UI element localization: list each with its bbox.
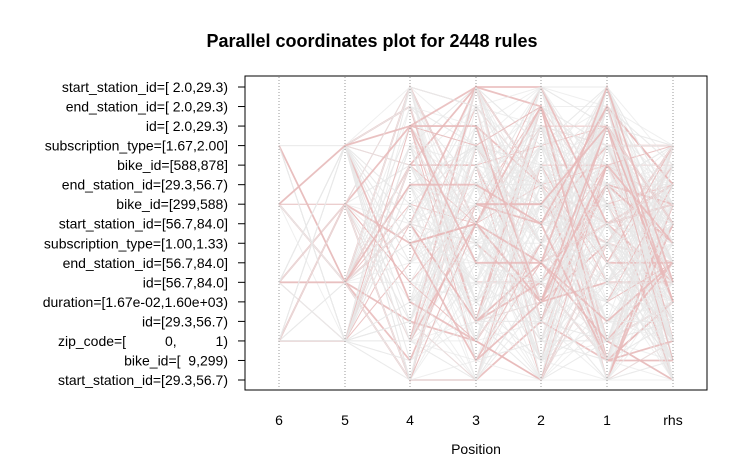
x-tick-label: rhs [663, 412, 682, 428]
y-tick-label: start_station_id=[ 2.0,29.3) [62, 79, 228, 95]
y-tick-label: id=[29.3,56.7) [142, 313, 228, 329]
y-tick-label: end_station_id=[29.3,56.7) [62, 177, 228, 193]
chart-title: Parallel coordinates plot for 2448 rules [206, 31, 537, 51]
rule-line [606, 145, 674, 186]
rule-line [606, 106, 674, 342]
x-tick-label: 3 [472, 412, 480, 428]
y-tick-label: duration=[1.67e-02,1.60e+03) [43, 294, 228, 310]
y-tick-label: bike_id=[ 9,299) [124, 352, 228, 368]
y-tick-label: start_station_id=[56.7,84.0] [59, 216, 228, 232]
y-tick-label: bike_id=[299,588) [116, 196, 228, 212]
rule-line [344, 106, 674, 382]
rule-line [606, 125, 674, 147]
x-tick-label: 1 [603, 412, 611, 428]
rule-line [344, 125, 674, 305]
x-axis-label: Position [451, 441, 501, 457]
rule-line [475, 281, 674, 381]
x-tick-label: 2 [537, 412, 545, 428]
rule-line [344, 145, 674, 381]
rule-line [540, 125, 674, 342]
x-axis: 6 5 4 3 2 1 rhs [275, 412, 683, 428]
rule-line [409, 164, 674, 342]
rule-line [475, 223, 674, 381]
y-tick-label: end_station_id=[ 2.0,29.3) [66, 99, 228, 115]
rule-line [540, 223, 674, 361]
rule-lines [278, 84, 674, 383]
x-tick-label: 5 [341, 412, 349, 428]
grid-lines [278, 77, 674, 389]
x-tick-label: 6 [275, 412, 283, 428]
y-tick-label: id=[ 2.0,29.3) [146, 118, 228, 134]
y-tick-label: subscription_type=[1.00,1.33) [44, 235, 228, 251]
y-tick-label: end_station_id=[56.7,84.0] [63, 255, 228, 271]
y-tick-label: start_station_id=[29.3,56.7) [58, 372, 228, 388]
rule-line [344, 86, 674, 382]
rule-line [540, 86, 674, 225]
y-axis: start_station_id=[ 2.0,29.3) end_station_… [43, 79, 245, 388]
y-tick-label: id=[56.7,84.0] [143, 274, 228, 290]
plot-frame [244, 75, 708, 391]
x-tick-label: 4 [406, 412, 414, 428]
y-tick-label: zip_code=[ 0, 1) [58, 333, 228, 349]
rule-line [344, 105, 674, 342]
y-tick-label: subscription_type=[1.67,2.00] [45, 138, 228, 154]
y-tick-label: bike_id=[588,878] [117, 157, 228, 173]
